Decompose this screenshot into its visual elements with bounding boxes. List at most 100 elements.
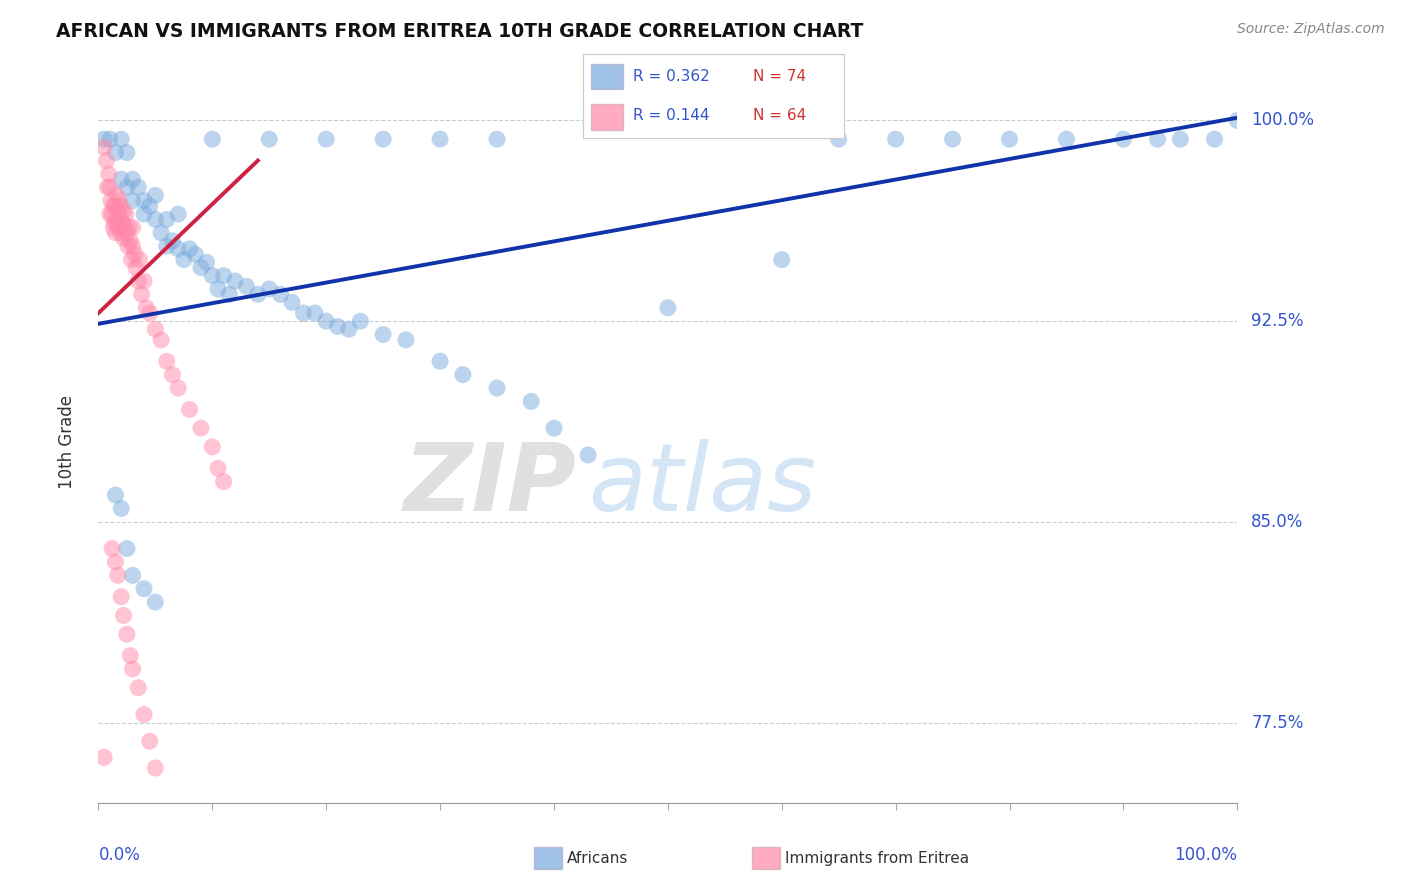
Point	[371, 132, 394, 146]
Point	[105, 215, 128, 229]
FancyBboxPatch shape	[592, 63, 623, 89]
Point	[1170, 132, 1192, 146]
Point	[201, 440, 224, 454]
Point	[132, 274, 155, 288]
Point	[105, 188, 128, 202]
Point	[304, 306, 326, 320]
Point	[121, 568, 143, 582]
Point	[150, 333, 173, 347]
Point	[128, 252, 150, 267]
Text: 100.0%: 100.0%	[1251, 112, 1315, 129]
Point	[1054, 132, 1078, 146]
Point	[103, 220, 125, 235]
Point	[110, 226, 132, 240]
Point	[486, 132, 509, 146]
Point	[110, 132, 132, 146]
Point	[156, 354, 179, 368]
Point	[337, 322, 360, 336]
Point	[292, 306, 315, 320]
Point	[121, 662, 143, 676]
Point	[98, 207, 121, 221]
Point	[110, 501, 132, 516]
Point	[104, 488, 127, 502]
Point	[486, 381, 509, 395]
Point	[135, 301, 157, 315]
Point	[107, 204, 129, 219]
Point	[156, 239, 179, 253]
Point	[120, 234, 142, 248]
Text: AFRICAN VS IMMIGRANTS FROM ERITREA 10TH GRADE CORRELATION CHART: AFRICAN VS IMMIGRANTS FROM ERITREA 10TH …	[56, 22, 863, 41]
Point	[121, 194, 143, 208]
Point	[101, 207, 124, 221]
Text: 92.5%: 92.5%	[1251, 312, 1303, 330]
Point	[326, 319, 349, 334]
Point	[132, 194, 155, 208]
Point	[117, 239, 139, 253]
Point	[1204, 132, 1226, 146]
Text: 77.5%: 77.5%	[1251, 714, 1303, 731]
Point	[179, 242, 201, 256]
Point	[218, 287, 240, 301]
Point	[115, 145, 138, 160]
Point	[828, 132, 851, 146]
Point	[110, 199, 132, 213]
Point	[543, 421, 565, 435]
Point	[201, 132, 224, 146]
Point	[162, 234, 184, 248]
Y-axis label: 10th Grade: 10th Grade	[58, 394, 76, 489]
Point	[371, 327, 394, 342]
Point	[770, 252, 793, 267]
Point	[127, 180, 149, 194]
Text: R = 0.362: R = 0.362	[633, 69, 710, 84]
Point	[315, 314, 337, 328]
Point	[93, 140, 115, 154]
Point	[167, 242, 190, 256]
Point	[98, 180, 121, 194]
Point	[576, 448, 599, 462]
Point	[429, 354, 451, 368]
Text: R = 0.144: R = 0.144	[633, 108, 710, 123]
Point	[138, 199, 160, 213]
Point	[103, 199, 125, 213]
Point	[884, 132, 907, 146]
Point	[224, 274, 246, 288]
Point	[131, 287, 153, 301]
Point	[104, 555, 127, 569]
Point	[104, 145, 127, 160]
Point	[207, 282, 229, 296]
Point	[125, 260, 148, 275]
Point	[108, 212, 131, 227]
FancyBboxPatch shape	[592, 104, 623, 130]
Point	[138, 734, 160, 748]
Point	[212, 268, 235, 283]
Point	[108, 220, 131, 235]
Point	[121, 172, 143, 186]
Text: 85.0%: 85.0%	[1251, 513, 1303, 531]
Point	[520, 394, 543, 409]
Point	[107, 568, 129, 582]
Point	[207, 461, 229, 475]
Point	[98, 132, 121, 146]
Point	[429, 132, 451, 146]
Point	[167, 207, 190, 221]
Point	[150, 226, 173, 240]
Point	[145, 212, 167, 227]
Point	[451, 368, 474, 382]
Point	[127, 274, 149, 288]
Point	[93, 750, 115, 764]
Point	[111, 215, 134, 229]
Point	[145, 322, 167, 336]
Text: N = 64: N = 64	[752, 108, 806, 123]
Point	[97, 167, 120, 181]
Text: Africans: Africans	[567, 851, 628, 865]
Point	[108, 194, 131, 208]
Point	[132, 582, 155, 596]
Text: Source: ZipAtlas.com: Source: ZipAtlas.com	[1237, 22, 1385, 37]
Point	[112, 231, 135, 245]
Point	[103, 215, 125, 229]
Text: Immigrants from Eritrea: Immigrants from Eritrea	[785, 851, 969, 865]
Point	[112, 608, 135, 623]
Point	[1226, 113, 1249, 128]
Point	[657, 301, 679, 315]
Point	[201, 268, 224, 283]
